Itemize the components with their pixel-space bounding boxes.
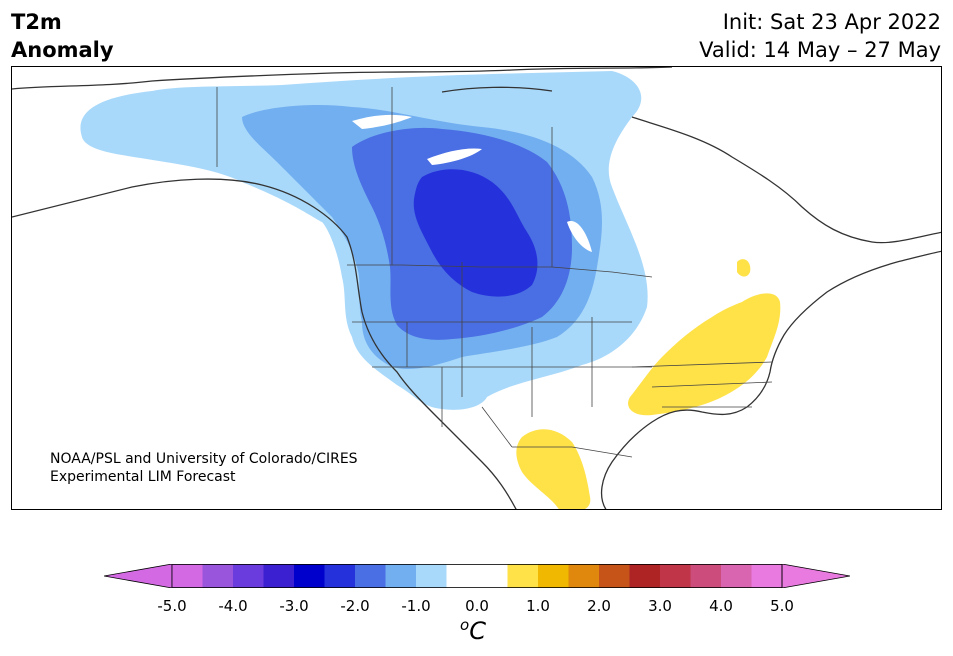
colorbar-segment xyxy=(751,564,783,588)
colorbar-tick-label: 4.0 xyxy=(709,597,733,615)
colorbar-segment xyxy=(416,564,447,588)
colorbar-segment xyxy=(477,564,508,588)
colorbar-tick-label: -4.0 xyxy=(218,597,248,615)
colorbar-tick-label: 5.0 xyxy=(770,597,794,615)
colorbar-over-arrow xyxy=(781,564,850,588)
anomaly-contour-warm-quebec xyxy=(737,259,751,277)
colorbar-segment xyxy=(324,564,356,588)
colorbar-tick-label: -1.0 xyxy=(401,597,431,615)
colorbar-ticks: -5.0 -4.0 -3.0 -2.0 -1.0 0.0 1.0 2.0 3.0 4.0 5.0 xyxy=(0,597,953,617)
colorbar-tick-label: 2.0 xyxy=(587,597,611,615)
valid-range: Valid: 14 May – 27 May xyxy=(699,38,941,62)
colorbar-segment xyxy=(294,564,325,588)
colorbar-segment xyxy=(385,564,417,588)
forecast-dates: Init: Sat 23 Apr 2022 Valid: 14 May – 27… xyxy=(699,8,941,64)
units-base: C xyxy=(469,617,486,645)
colorbar-segment xyxy=(355,564,386,588)
anomaly-contour-warm-texas xyxy=(516,429,591,509)
colorbar-segment xyxy=(507,564,539,588)
colorbar-tick-label: 1.0 xyxy=(526,597,550,615)
colorbar-segment xyxy=(172,564,203,588)
colorbar-segment xyxy=(660,564,691,588)
credit-text: NOAA/PSL and University of Colorado/CIRE… xyxy=(50,450,358,486)
anomaly-map: NOAA/PSL and University of Colorado/CIRE… xyxy=(11,66,942,510)
colorbar-under-arrow xyxy=(104,564,173,588)
colorbar-tick-label: 0.0 xyxy=(465,597,489,615)
map-canvas xyxy=(12,67,941,509)
figure-title: T2m Anomaly xyxy=(11,8,114,64)
colorbar-segment xyxy=(568,564,600,588)
great-lake-cutout xyxy=(352,114,412,129)
units-superscript: o xyxy=(460,616,470,634)
colorbar-segment xyxy=(721,564,752,588)
colorbar-segment xyxy=(538,564,569,588)
colorbar-segment xyxy=(690,564,722,588)
colorbar-segment xyxy=(629,564,661,588)
great-lake-cutout xyxy=(427,148,482,165)
colorbar-segment xyxy=(263,564,295,588)
colorbar-tick-label: -5.0 xyxy=(157,597,187,615)
anomaly-contour-deep-blue xyxy=(413,169,538,297)
colorbar-units: oC xyxy=(460,616,486,645)
colorbar-frame xyxy=(171,564,783,588)
credit-line-2: Experimental LIM Forecast xyxy=(50,469,236,485)
colorbar-segment xyxy=(599,564,630,588)
colorbar-tick-label: 3.0 xyxy=(648,597,672,615)
colorbar-segment xyxy=(202,564,234,588)
great-lake-cutout xyxy=(567,221,592,252)
coastlines xyxy=(12,67,941,509)
anomaly-contour-warm-southeast xyxy=(628,293,781,416)
colorbar-segment xyxy=(233,564,264,588)
colorbar-segment xyxy=(446,564,478,588)
anomaly-label: Anomaly xyxy=(11,38,114,62)
credit-line-1: NOAA/PSL and University of Colorado/CIRE… xyxy=(50,451,358,467)
colorbar-tick-label: -3.0 xyxy=(279,597,309,615)
variable-label: T2m xyxy=(11,10,62,34)
colorbar-tick-label: -2.0 xyxy=(340,597,370,615)
colorbar xyxy=(104,564,850,588)
political-borders xyxy=(216,87,773,458)
init-date: Init: Sat 23 Apr 2022 xyxy=(722,10,941,34)
